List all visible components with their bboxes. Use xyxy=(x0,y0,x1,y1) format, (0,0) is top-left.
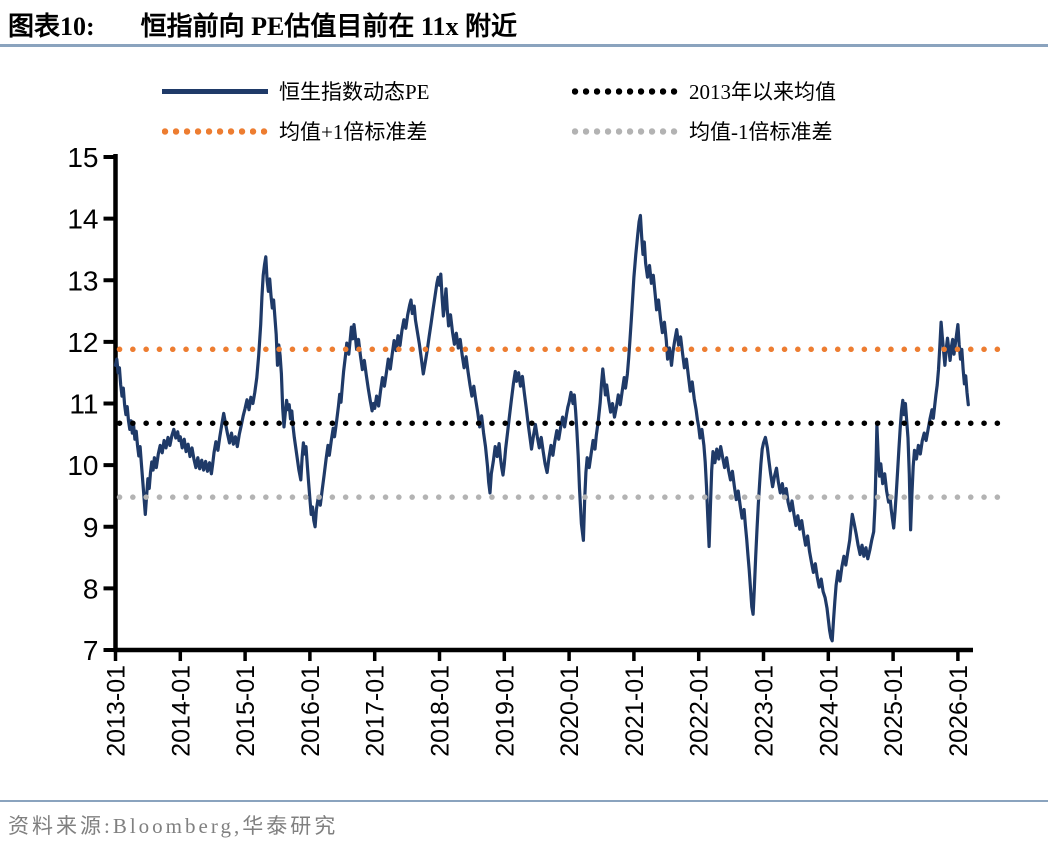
legend-label: 均值+1倍标准差 xyxy=(279,120,428,144)
y-tick-label: 9 xyxy=(83,512,99,543)
title-divider xyxy=(0,44,1048,47)
y-tick-label: 7 xyxy=(83,635,99,666)
x-tick-label: 2026-01 xyxy=(945,665,973,757)
x-tick-label: 2020-01 xyxy=(556,665,584,757)
x-tick-label: 2016-01 xyxy=(297,665,325,757)
x-tick-label: 2017-01 xyxy=(362,665,390,757)
x-tick-label: 2018-01 xyxy=(427,665,455,757)
x-tick-label: 2024-01 xyxy=(815,665,843,757)
legend-item-mean-minus-1sd: 均值-1倍标准差 xyxy=(572,119,833,144)
legend-sample-line xyxy=(162,88,268,94)
figure-label: 图表10: xyxy=(8,12,95,41)
figure-header: 图表10: 恒指前向 PE估值目前在 11x 附近 xyxy=(8,6,517,43)
x-tick-label: 2013-01 xyxy=(103,665,131,757)
legend-label: 2013年以来均值 xyxy=(689,80,836,104)
y-tick-label: 13 xyxy=(67,265,98,296)
legend-item-mean-since-2013: 2013年以来均值 xyxy=(572,79,836,104)
y-tick-label: 8 xyxy=(83,573,99,604)
legend-item-mean-plus-1sd: 均值+1倍标准差 xyxy=(162,119,428,144)
legend-sample-dots-gray xyxy=(572,127,678,135)
x-tick-label: 2014-01 xyxy=(167,665,195,757)
figure-title: 恒指前向 PE估值目前在 11x 附近 xyxy=(140,12,517,41)
x-tick-label: 2015-01 xyxy=(232,665,260,757)
x-tick-label: 2021-01 xyxy=(621,665,649,757)
source-note: 资料来源:Bloomberg,华泰研究 xyxy=(8,814,339,838)
x-tick-label: 2025-01 xyxy=(880,665,908,757)
legend-item-hsi-dynamic-pe: 恒生指数动态PE xyxy=(162,79,430,104)
legend-label: 恒生指数动态PE xyxy=(279,80,430,104)
legend-label: 均值-1倍标准差 xyxy=(689,120,833,144)
y-tick-label: 14 xyxy=(67,204,98,235)
y-tick-label: 11 xyxy=(69,389,98,420)
y-tick-label: 12 xyxy=(67,327,98,358)
y-tick-label: 15 xyxy=(67,142,98,173)
pe-series-line xyxy=(113,213,970,643)
legend-sample-dots-black xyxy=(572,87,678,95)
x-tick-label: 2019-01 xyxy=(491,665,519,757)
x-tick-label: 2022-01 xyxy=(686,665,714,757)
legend-sample-dots-orange xyxy=(162,127,268,135)
x-tick-label: 2023-01 xyxy=(751,665,779,757)
y-tick-label: 10 xyxy=(67,450,98,481)
footer-divider xyxy=(0,800,1048,802)
